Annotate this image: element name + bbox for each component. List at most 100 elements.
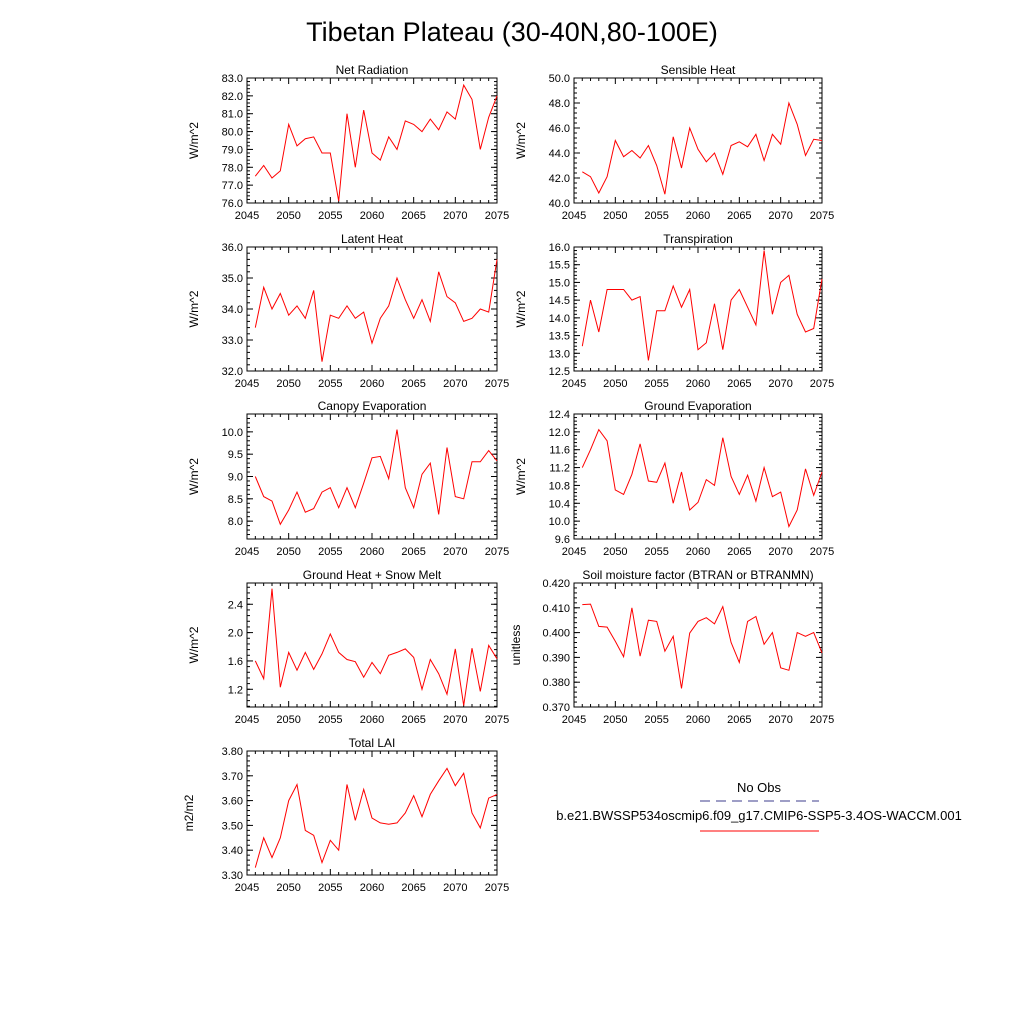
x-tick-label: 2055	[644, 546, 668, 558]
panel-title: Latent Heat	[341, 232, 404, 246]
series-line-canopy-evaporation	[254, 429, 498, 526]
y-axis-label: W/m^2	[187, 122, 201, 159]
y-tick-label: 10.0	[549, 516, 570, 528]
y-tick-label: 13.5	[549, 331, 570, 343]
series-line-net-radiation	[254, 83, 498, 202]
y-tick-label: 80.0	[222, 127, 243, 139]
y-tick-label: 2.0	[228, 628, 243, 640]
panel-total-lai: Total LAI 2045 2050 2055 2060 2065 2070 2075 3.3…	[182, 736, 509, 894]
y-tick-label: 9.6	[555, 534, 570, 546]
y-tick-label: 10.8	[549, 480, 570, 492]
y-tick-label: 9.0	[228, 472, 243, 484]
y-tick-label: 42.0	[549, 173, 570, 185]
x-tick-label: 2070	[768, 210, 792, 222]
y-tick-label: 33.0	[222, 335, 243, 347]
x-tick-label: 2055	[644, 378, 668, 390]
y-tick-label: 3.80	[222, 746, 243, 758]
y-tick-label: 79.0	[222, 144, 243, 156]
y-tick-label: 12.5	[549, 366, 570, 378]
y-tick-label: 0.390	[542, 652, 570, 664]
x-tick-label: 2075	[485, 378, 509, 390]
y-tick-label: 81.0	[222, 109, 243, 121]
x-tick-label: 2075	[485, 210, 509, 222]
panel-title: Ground Heat + Snow Melt	[303, 568, 442, 582]
x-tick-label: 2050	[276, 210, 300, 222]
y-tick-label: 12.0	[549, 427, 570, 439]
y-tick-label: 3.60	[222, 796, 243, 808]
x-tick-label: 2060	[360, 546, 384, 558]
panel-title: Canopy Evaporation	[318, 399, 427, 413]
y-tick-label: 50.0	[549, 73, 570, 85]
y-tick-label: 3.40	[222, 845, 243, 857]
x-tick-label: 2065	[727, 714, 751, 726]
x-tick-label: 2055	[318, 714, 342, 726]
x-tick-label: 2050	[276, 378, 300, 390]
y-tick-label: 0.380	[542, 677, 570, 689]
y-axis-label: unitless	[509, 625, 523, 666]
x-tick-label: 2065	[401, 378, 425, 390]
y-tick-label: 0.420	[542, 578, 570, 590]
x-tick-label: 2045	[562, 378, 586, 390]
x-tick-label: 2045	[235, 210, 259, 222]
panel-title: Soil moisture factor (BTRAN or BTRANMN)	[582, 568, 813, 582]
x-tick-label: 2050	[276, 882, 300, 894]
y-tick-label: 3.70	[222, 771, 243, 783]
y-tick-label: 48.0	[549, 98, 570, 110]
panel-title: Total LAI	[349, 736, 396, 750]
x-tick-label: 2045	[235, 378, 259, 390]
x-tick-label: 2070	[768, 378, 792, 390]
series-line-sensible-heat	[582, 101, 823, 195]
legend: No Obs b.e21.BWSSP534oscmip6.f09_g17.CMI…	[556, 780, 962, 832]
series-line-soil-moisture-factor-btran-or-btranmn	[582, 603, 823, 689]
y-tick-label: 82.0	[222, 91, 243, 103]
x-tick-label: 2055	[318, 210, 342, 222]
y-tick-label: 36.0	[222, 242, 243, 254]
x-tick-label: 2055	[318, 378, 342, 390]
figure-title: Tibetan Plateau (30-40N,80-100E)	[306, 17, 718, 47]
y-tick-label: 10.0	[222, 427, 243, 439]
x-tick-label: 2060	[686, 378, 710, 390]
x-tick-label: 2050	[276, 714, 300, 726]
panel-ground-evaporation: Ground Evaporation 2045 2050 2055 2060 2065 20…	[514, 399, 834, 558]
y-tick-label: 3.30	[222, 870, 243, 882]
x-tick-label: 2070	[443, 714, 467, 726]
x-tick-label: 2050	[603, 714, 627, 726]
panel-net-radiation: Net Radiation 2045 2050 2055 2060 2065 2070 207…	[187, 63, 509, 222]
y-axis-label: W/m^2	[514, 458, 528, 495]
y-tick-label: 8.5	[228, 494, 243, 506]
panel-transpiration: Transpiration 2045 2050 2055 2060 2065 2070 207…	[514, 232, 834, 390]
y-tick-label: 44.0	[549, 148, 570, 160]
series-line-latent-heat	[254, 259, 498, 362]
x-tick-label: 2045	[562, 714, 586, 726]
y-tick-label: 0.370	[542, 702, 570, 714]
x-tick-label: 2060	[360, 378, 384, 390]
y-tick-label: 46.0	[549, 123, 570, 135]
y-tick-label: 11.2	[549, 463, 570, 475]
x-tick-label: 2045	[235, 882, 259, 894]
x-tick-label: 2065	[401, 210, 425, 222]
y-tick-label: 9.5	[228, 449, 243, 461]
panel-ground-heat-snow-melt: Ground Heat + Snow Melt 2045 2050 2055 2060 2…	[187, 568, 509, 726]
x-tick-label: 2065	[727, 378, 751, 390]
x-tick-label: 2070	[443, 378, 467, 390]
y-axis-label: W/m^2	[187, 458, 201, 495]
y-axis-label: W/m^2	[514, 122, 528, 159]
x-tick-label: 2050	[603, 378, 627, 390]
x-tick-label: 2070	[443, 882, 467, 894]
y-tick-label: 77.0	[222, 180, 243, 192]
panel-title: Ground Evaporation	[644, 399, 751, 413]
y-tick-label: 8.0	[228, 516, 243, 528]
panels: Net Radiation 2045 2050 2055 2060 2065 2070 207…	[182, 63, 834, 894]
x-tick-label: 2045	[562, 210, 586, 222]
x-tick-label: 2060	[360, 210, 384, 222]
y-tick-label: 32.0	[222, 366, 243, 378]
x-tick-label: 2055	[644, 210, 668, 222]
x-tick-label: 2070	[768, 546, 792, 558]
panel-sensible-heat: Sensible Heat 2045 2050 2055 2060 2065 2070 207…	[514, 63, 834, 222]
panel-canopy-evaporation: Canopy Evaporation 2045 2050 2055 2060 2065 20…	[187, 399, 509, 558]
x-tick-label: 2070	[443, 210, 467, 222]
y-tick-label: 35.0	[222, 273, 243, 285]
series-line-total-lai	[254, 767, 498, 868]
y-tick-label: 11.6	[549, 445, 570, 457]
y-tick-label: 14.0	[549, 313, 570, 325]
